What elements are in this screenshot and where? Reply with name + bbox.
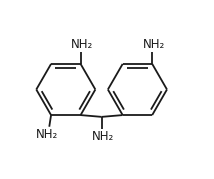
Text: NH₂: NH₂ <box>71 38 94 51</box>
Text: NH₂: NH₂ <box>92 130 114 143</box>
Text: NH₂: NH₂ <box>143 38 165 51</box>
Text: NH₂: NH₂ <box>36 128 59 141</box>
